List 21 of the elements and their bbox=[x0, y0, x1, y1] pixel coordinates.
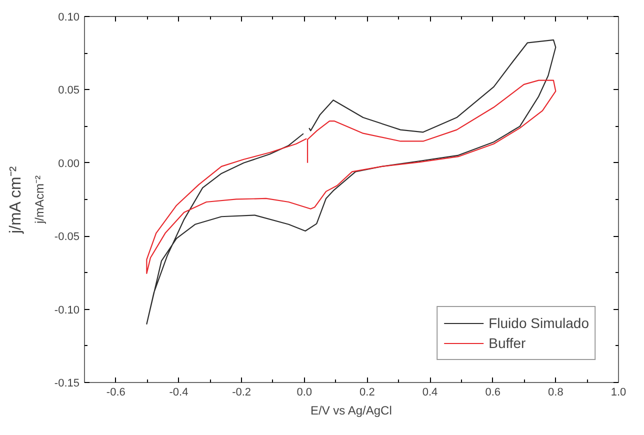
legend-label: Fluido Simulado bbox=[488, 315, 589, 331]
x-tick-label: -0.6 bbox=[106, 386, 126, 398]
y-tick-label: -0.15 bbox=[54, 378, 80, 390]
y-axis-title: j/mAcm⁻² bbox=[32, 175, 46, 224]
x-tick-label: 0.8 bbox=[548, 386, 564, 398]
x-tick-label: 0.0 bbox=[296, 386, 312, 398]
legend-label: Buffer bbox=[488, 335, 526, 351]
x-tick-label: 0.2 bbox=[360, 386, 375, 398]
x-tick-label: 0.4 bbox=[422, 386, 438, 398]
x-tick-label: 0.6 bbox=[485, 386, 501, 398]
y-tick-label: 0.10 bbox=[58, 12, 80, 24]
x-tick-label: -0.2 bbox=[232, 386, 252, 398]
line-series bbox=[146, 80, 556, 274]
y-tick-label: 0.05 bbox=[58, 84, 80, 97]
y-tick-label: -0.05 bbox=[54, 231, 80, 244]
y-tick-label: -0.10 bbox=[54, 304, 80, 316]
x-tick-label: -0.4 bbox=[169, 386, 188, 398]
x-axis-title: E/V vs Ag/AgCl bbox=[310, 404, 392, 418]
text: j/mA cm⁻² bbox=[8, 166, 24, 235]
y-tick-label: 0.00 bbox=[58, 158, 80, 170]
x-tick-label: 1.0 bbox=[610, 386, 626, 398]
